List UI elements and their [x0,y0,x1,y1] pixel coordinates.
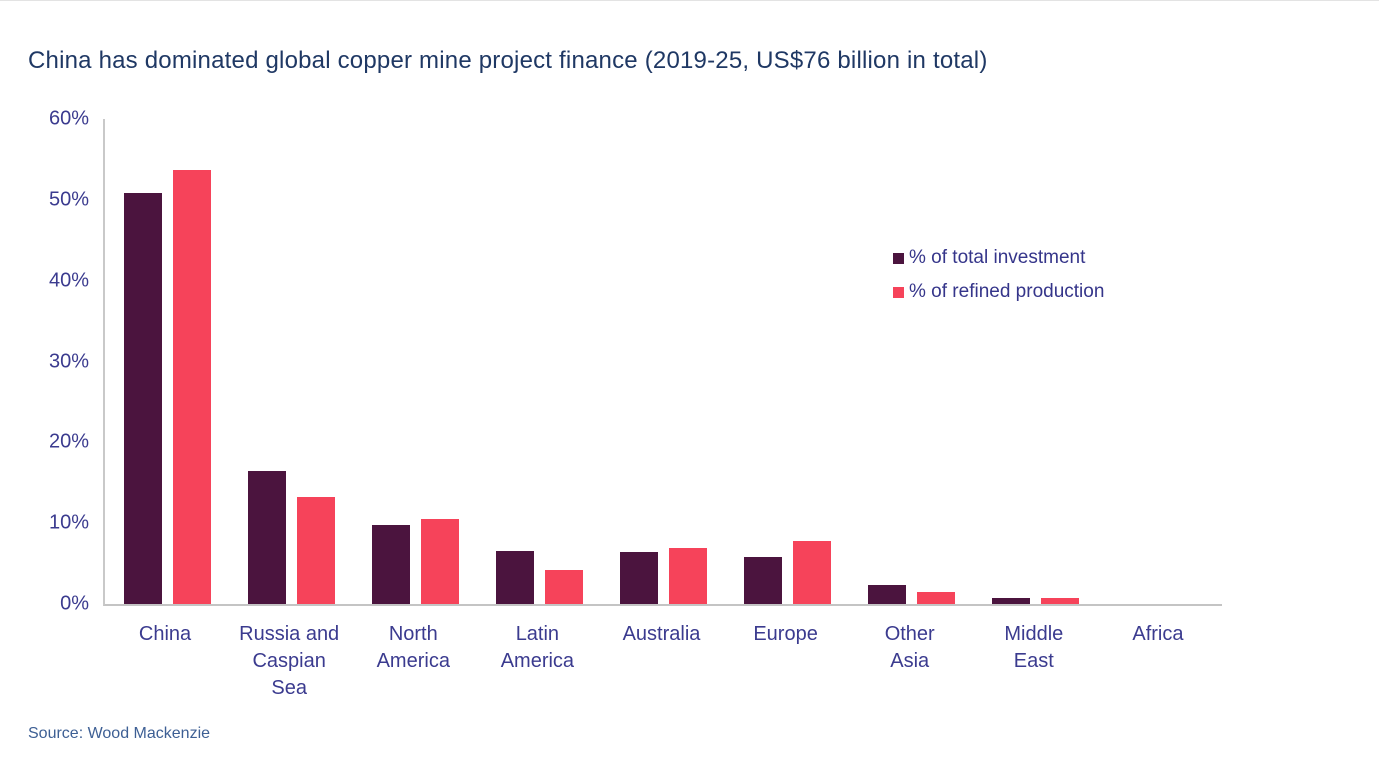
bar-refined-production [544,570,583,604]
legend-item: % of refined production [893,275,1104,309]
bar-total-investment [371,525,410,604]
bar-total-investment [620,552,658,604]
x-tick-label: China [138,623,192,645]
x-tick-label: Russia and Caspian Sea [239,623,340,699]
bar-total-investment [868,585,907,604]
legend-swatch-icon [893,286,904,298]
legend: % of total investment % of refined produc… [893,241,1104,309]
bar-refined-production [296,497,335,604]
legend-item: % of total investment [893,241,1104,275]
x-tick-label: Latin America [500,623,575,672]
bar-total-investment [744,557,783,604]
chart-title: China has dominated global copper mine p… [28,47,988,74]
bar-total-investment [123,193,162,604]
bar-refined-production [172,170,211,604]
x-tick-label: Europe [753,623,818,645]
y-axis: 0% 10% 20% 30% 40% 50% 60% [0,1,95,776]
x-tick-label: Australia [622,623,701,645]
x-tick-label: North America [376,623,450,672]
bar-total-investment [992,598,1031,604]
bar-refined-production [917,592,956,604]
x-tick-label: Other Asia [884,623,935,672]
y-tick-label: 20% [48,430,89,453]
plot-area [103,119,1222,606]
y-tick-label: 0% [60,592,89,615]
source-note: Source: Wood Mackenzie [28,725,211,742]
x-tick-label: Middle East [1004,623,1064,672]
bar-refined-production [1041,598,1080,604]
bar-refined-production [669,548,707,604]
legend-swatch-icon [893,252,904,264]
y-tick-label: 30% [48,350,89,372]
legend-label: % of refined production [909,281,1105,302]
bar-total-investment [247,471,286,604]
x-tick-label: Africa [1132,623,1184,645]
y-tick-label: 10% [48,511,89,534]
y-tick-label: 60% [48,107,89,130]
y-tick-label: 50% [48,188,89,211]
bar-total-investment [495,551,534,604]
y-tick-label: 40% [48,269,89,292]
bar-refined-production [793,541,832,604]
legend-label: % of total investment [909,247,1086,268]
bar-refined-production [420,519,459,604]
